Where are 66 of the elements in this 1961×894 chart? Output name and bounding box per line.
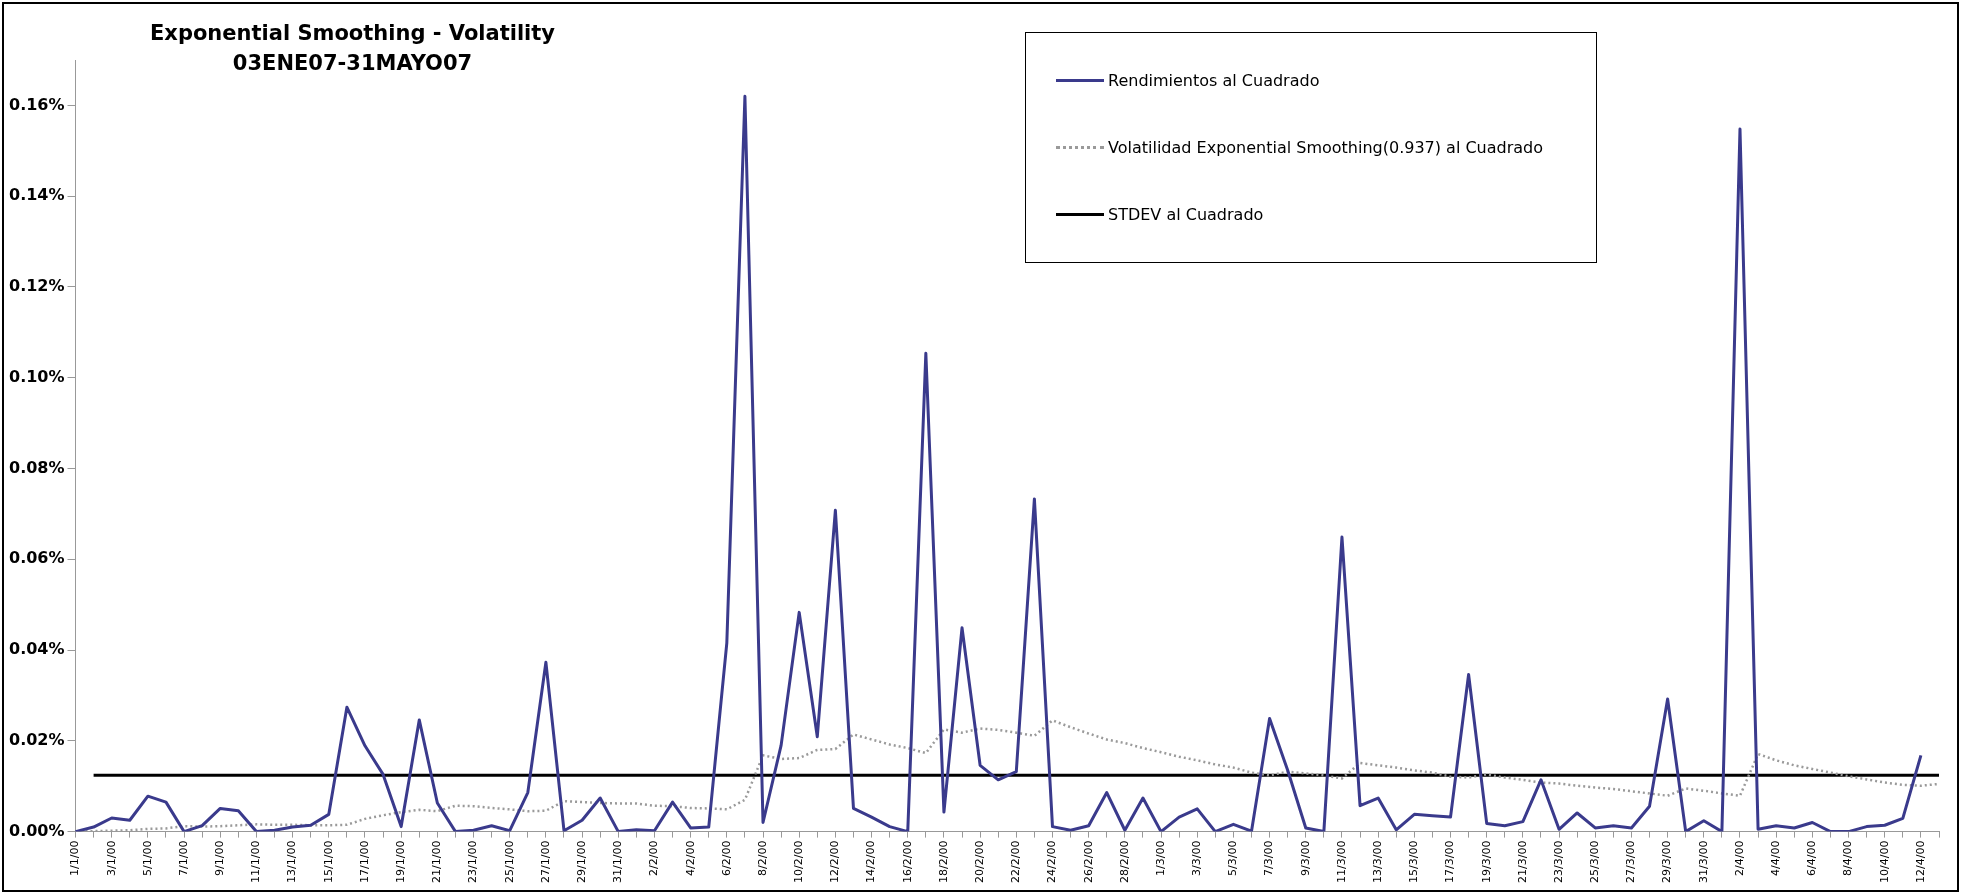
x-tick-label: 27/1/00 (538, 840, 552, 883)
x-tick-label: 15/3/00 (1407, 840, 1421, 883)
x-tick-label: 5/3/00 (1226, 840, 1240, 876)
x-tick-label: 9/1/00 (213, 840, 227, 876)
legend-label: STDEV al Cuadrado (1108, 205, 1264, 224)
y-tick-label: 0.14% (8, 185, 65, 205)
x-tick-label: 19/1/00 (394, 840, 408, 883)
x-tick-label: 24/2/00 (1045, 840, 1059, 883)
x-tick-label: 21/3/00 (1515, 840, 1529, 883)
x-tick-label: 2/4/00 (1732, 840, 1746, 876)
x-tick-label: 8/2/00 (755, 840, 769, 876)
legend-label: Rendimientos al Cuadrado (1108, 71, 1320, 90)
x-tick-label: 6/4/00 (1805, 840, 1819, 876)
x-tick-label: 27/3/00 (1624, 840, 1638, 883)
x-tick-label: 11/3/00 (1334, 840, 1348, 883)
x-tick-label: 14/2/00 (864, 840, 878, 883)
y-tick-label: 0.10% (8, 366, 65, 386)
x-tick-label: 5/1/00 (140, 840, 154, 876)
x-tick-label: 1/1/00 (68, 840, 82, 876)
x-tick-label: 28/2/00 (1117, 840, 1131, 883)
x-tick-label: 31/1/00 (611, 840, 625, 883)
x-tick-label: 7/3/00 (1262, 840, 1276, 876)
x-tick-label: 11/1/00 (249, 840, 263, 883)
x-tick-label: 10/4/00 (1877, 840, 1891, 883)
x-tick-label: 23/3/00 (1551, 840, 1565, 883)
x-tick-label: 16/2/00 (900, 840, 914, 883)
x-tick-label: 20/2/00 (972, 840, 986, 883)
x-tick-label: 4/2/00 (683, 840, 697, 876)
x-tick-label: 26/2/00 (1081, 840, 1095, 883)
y-tick-label: 0.02% (8, 729, 65, 749)
x-tick-label: 29/1/00 (574, 840, 588, 883)
x-tick-label: 13/1/00 (285, 840, 299, 883)
y-tick-label: 0.04% (8, 639, 65, 659)
x-tick-label: 2/2/00 (647, 840, 661, 876)
x-tick-label: 4/4/00 (1769, 840, 1783, 876)
x-tick-label: 29/3/00 (1660, 840, 1674, 883)
x-tick-label: 9/3/00 (1298, 840, 1312, 876)
x-tick-label: 10/2/00 (792, 840, 806, 883)
legend-label: Volatilidad Exponential Smoothing(0.937) al Cuadrado (1108, 138, 1544, 157)
x-tick-label: 1/3/00 (1153, 840, 1167, 876)
x-tick-label: 18/2/00 (936, 840, 950, 883)
x-tick-label: 8/4/00 (1841, 840, 1855, 876)
x-tick-label: 3/1/00 (104, 840, 118, 876)
y-tick-label: 0.06% (8, 548, 65, 568)
y-tick-label: 0.08% (8, 457, 65, 477)
y-tick-label: 0.16% (8, 94, 65, 114)
x-tick-label: 25/3/00 (1588, 840, 1602, 883)
x-tick-label: 17/1/00 (357, 840, 371, 883)
x-tick-label: 6/2/00 (719, 840, 733, 876)
chart-title: Exponential Smoothing - Volatility (150, 20, 556, 47)
y-tick-label: 0.00% (8, 820, 65, 840)
x-tick-label: 3/3/00 (1190, 840, 1204, 876)
x-tick-label: 12/2/00 (828, 840, 842, 883)
x-tick-label: 19/3/00 (1479, 840, 1493, 883)
chart-subtitle: 03ENE07-31MAYO07 (231, 50, 474, 77)
x-tick-label: 12/4/00 (1913, 840, 1927, 883)
x-tick-label: 21/1/00 (430, 840, 444, 883)
x-tick-label: 22/2/00 (1009, 840, 1023, 883)
x-tick-label: 15/1/00 (321, 840, 335, 883)
x-tick-label: 17/3/00 (1443, 840, 1457, 883)
x-tick-label: 13/3/00 (1371, 840, 1384, 883)
x-tick-label: 23/1/00 (466, 840, 480, 883)
x-tick-label: 25/1/00 (502, 840, 516, 883)
y-tick-label: 0.12% (8, 276, 65, 296)
x-tick-label: 7/1/00 (176, 840, 190, 876)
x-tick-label: 31/3/00 (1696, 840, 1710, 883)
